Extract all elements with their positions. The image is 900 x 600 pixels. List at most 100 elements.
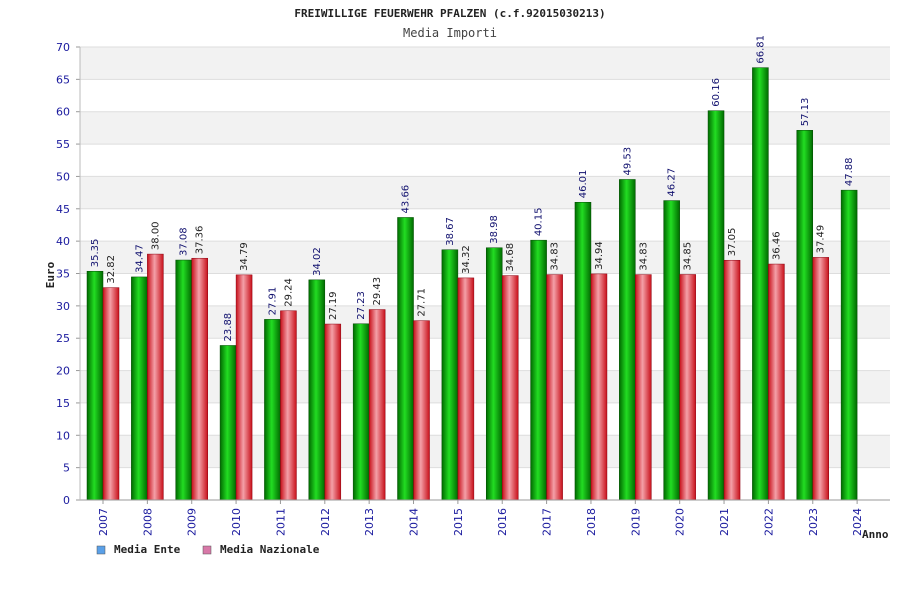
bar-media-ente [352, 323, 370, 501]
data-label-media-ente: 38.67 [445, 217, 456, 246]
y-tick-label: 25 [56, 332, 70, 345]
y-tick-label: 70 [56, 41, 70, 54]
bars: 35.35 32.82 34.47 38.00 37.08 37.36 23.88 34.79… [86, 35, 858, 501]
y-tick-label: 50 [56, 170, 70, 183]
legend-label-nazionale: Media Nazionale [220, 543, 320, 556]
data-label-media-ente: 49.53 [622, 147, 633, 176]
data-label-media-ente: 23.88 [223, 313, 234, 342]
y-tick-label: 45 [56, 203, 70, 216]
bar-media-nazionale [368, 309, 386, 501]
x-tick-label: 2017 [541, 508, 554, 536]
data-label-media-ente: 27.23 [356, 291, 367, 320]
y-tick-label: 5 [63, 462, 70, 475]
bar-media-ente [707, 110, 725, 501]
bar-media-nazionale [457, 277, 475, 501]
bar-media-nazionale [590, 273, 608, 501]
y-tick-label: 65 [56, 73, 70, 86]
x-tick-label: 2018 [585, 508, 598, 536]
legend-label-ente: Media Ente [114, 543, 181, 556]
data-label-media-nazionale: 37.36 [195, 226, 206, 255]
chart-title: FREIWILLIGE FEUERWEHR PFALZEN (c.f.92015… [294, 7, 605, 20]
x-tick-label: 2010 [230, 508, 243, 536]
bar-media-nazionale [723, 259, 741, 501]
y-axis-label: Euro [44, 261, 57, 288]
data-label-media-nazionale: 34.83 [550, 242, 561, 271]
bar-media-nazionale [102, 287, 120, 501]
data-label-media-ente: 57.13 [800, 98, 811, 127]
data-label-media-nazionale: 34.32 [461, 245, 472, 274]
data-label-media-ente: 34.02 [312, 247, 323, 276]
y-tick-label: 0 [63, 494, 70, 507]
bar-media-ente [840, 189, 858, 501]
y-tick-label: 60 [56, 106, 70, 119]
data-label-media-nazionale: 34.79 [239, 242, 250, 271]
data-label-media-nazionale: 34.85 [683, 242, 694, 271]
x-tick-label: 2020 [674, 508, 687, 536]
y-tick-label: 15 [56, 397, 70, 410]
bar-media-nazionale [546, 274, 563, 501]
bar-media-ente [441, 249, 459, 501]
x-tick-label: 2008 [141, 508, 154, 536]
bar-media-nazionale [324, 323, 342, 501]
bar-media-nazionale [235, 274, 253, 501]
x-tick-label: 2023 [807, 508, 820, 536]
data-label-media-nazionale: 29.24 [283, 278, 294, 307]
x-tick-label: 2014 [408, 508, 421, 536]
x-tick-label: 2009 [186, 508, 199, 536]
y-tick-label: 30 [56, 300, 70, 313]
bar-media-ente [530, 239, 547, 501]
bar-media-ente [86, 270, 104, 501]
x-tick-label: 2016 [496, 508, 509, 536]
bar-media-ente [796, 130, 814, 501]
data-label-media-nazionale: 36.46 [771, 231, 782, 260]
bar-media-nazionale [768, 263, 785, 501]
bar-media-ente [619, 179, 636, 501]
data-label-media-nazionale: 27.19 [328, 291, 339, 320]
data-label-media-ente: 46.01 [578, 170, 589, 199]
legend-swatch-nazionale [202, 545, 212, 555]
x-tick-label: 2022 [762, 508, 775, 536]
y-tick-label: 10 [56, 429, 70, 442]
data-label-media-nazionale: 34.68 [505, 243, 516, 272]
bar-media-ente [219, 345, 237, 501]
bar-media-ente [752, 67, 769, 501]
x-tick-label: 2021 [718, 508, 731, 536]
legend: Media Ente Media Nazionale [96, 543, 320, 556]
data-label-media-ente: 60.16 [711, 78, 722, 107]
x-axis-ticks: 2007 2008 2009 2010 2011 2012 2013 2014 2015 2016… [97, 500, 864, 536]
bar-media-nazionale [413, 320, 430, 501]
data-label-media-nazionale: 27.71 [417, 288, 428, 317]
data-label-media-ente: 46.27 [667, 168, 678, 197]
y-tick-label: 40 [56, 235, 70, 248]
bar-media-ente [485, 247, 503, 501]
data-label-media-nazionale: 29.43 [372, 277, 383, 306]
y-tick-label: 20 [56, 365, 70, 378]
y-tick-label: 35 [56, 268, 70, 281]
x-tick-label: 2013 [363, 508, 376, 536]
x-tick-label: 2024 [851, 508, 864, 536]
data-label-media-ente: 34.47 [134, 244, 145, 273]
data-label-media-ente: 43.66 [401, 185, 412, 214]
chart-subtitle: Media Importi [403, 26, 497, 40]
bar-media-ente [308, 279, 326, 501]
bar-media-ente [397, 217, 414, 501]
bar-media-nazionale [812, 257, 830, 501]
bar-media-ente [574, 201, 592, 501]
data-label-media-ente: 66.81 [755, 35, 766, 64]
legend-swatch-ente [96, 545, 106, 555]
data-label-media-ente: 27.91 [267, 287, 278, 316]
x-tick-label: 2012 [319, 508, 332, 536]
data-label-media-nazionale: 37.49 [816, 225, 827, 254]
bar-media-nazionale [280, 310, 297, 501]
y-tick-label: 55 [56, 138, 70, 151]
x-tick-label: 2015 [452, 508, 465, 536]
data-label-media-nazionale: 34.83 [638, 242, 649, 271]
data-label-media-nazionale: 38.00 [150, 221, 161, 250]
data-label-media-ente: 47.88 [844, 158, 855, 187]
bar-media-ente [264, 319, 281, 501]
bar-media-ente [131, 276, 148, 501]
bar-media-nazionale [191, 257, 208, 501]
data-label-media-nazionale: 34.94 [594, 241, 605, 270]
bar-media-ente [663, 200, 680, 501]
